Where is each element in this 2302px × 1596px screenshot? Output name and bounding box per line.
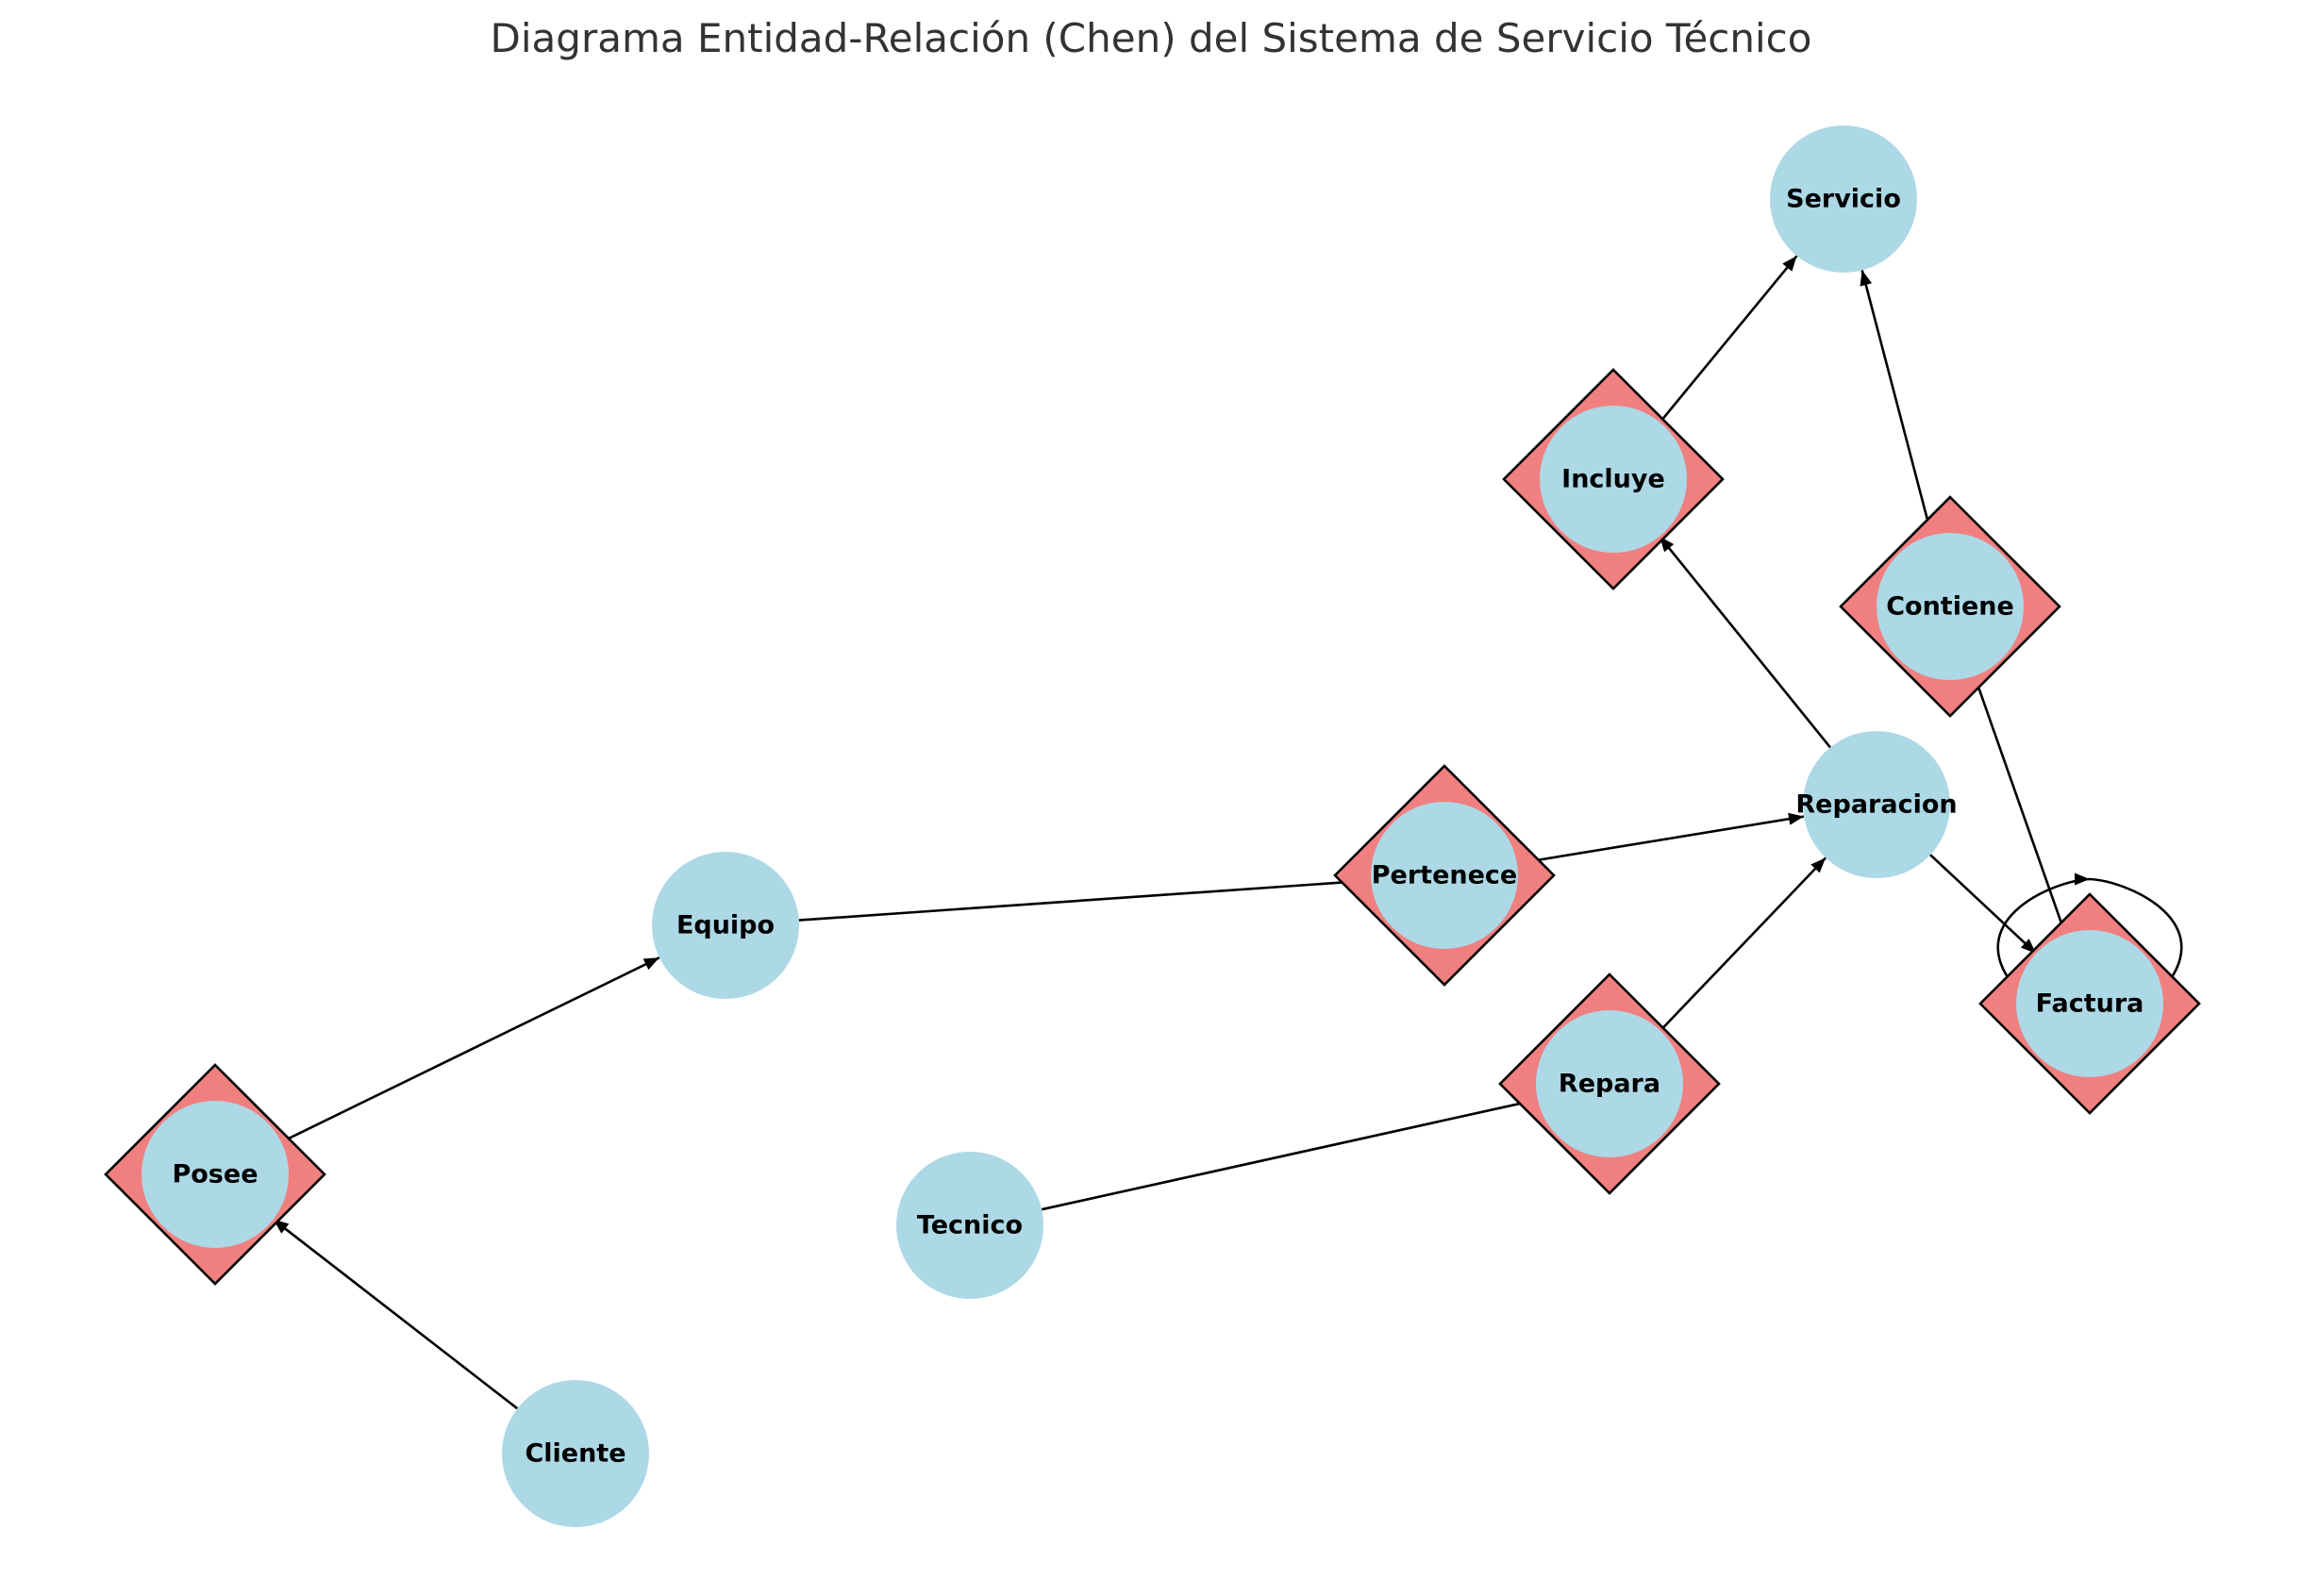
relationship-posee[interactable]: Posee [104, 1063, 326, 1286]
edge-cliente-to-posee [272, 1218, 519, 1410]
relationship-contiene[interactable]: Contiene [1839, 495, 2061, 718]
edge-repara-to-reparacion [1659, 856, 1827, 1032]
node-label: Tecnico [917, 1211, 1023, 1240]
entity-circle [896, 1152, 1043, 1299]
edge-posee-to-equipo [280, 956, 660, 1143]
node-label: Factura [2036, 989, 2144, 1019]
entity-circle [1803, 731, 1950, 878]
edge-repara-to-reparacion-arrowhead [1810, 857, 1827, 873]
relationship-circle [2016, 930, 2163, 1077]
node-label: Pertenece [1372, 861, 1518, 890]
edge-incluye-to-servicio-arrowhead [1782, 256, 1797, 272]
relationship-circle [1877, 533, 2024, 680]
edge-reparacion-to-factura-arrowhead [2020, 939, 2036, 954]
entity-circle [502, 1380, 649, 1527]
edge-pertenece-to-reparacion [1516, 815, 1805, 865]
edge-posee-to-equipo-arrowhead [642, 957, 659, 971]
edge-pertenece-to-reparacion-arrowhead [1788, 812, 1804, 825]
entity-tecnico[interactable]: Tecnico [896, 1152, 1043, 1299]
edge-factura-to-contiene [1973, 675, 2067, 935]
entity-circle [1770, 125, 1917, 273]
node-label: Reparacion [1795, 790, 1957, 820]
relationship-pertenece[interactable]: Pertenece [1333, 764, 1556, 987]
edge-reparacion-to-factura [1929, 854, 2037, 955]
entity-circle [652, 852, 799, 999]
entity-reparacion[interactable]: Reparacion [1795, 731, 1958, 878]
entity-equipo[interactable]: Equipo [652, 852, 799, 999]
node-label: Posee [172, 1160, 258, 1189]
relationship-circle [1371, 802, 1518, 949]
relationship-circle [1536, 1010, 1683, 1157]
nodes-layer: Servicio Reparacion Equipo Tecnico Cliente In… [104, 125, 2201, 1527]
node-label: Equipo [676, 911, 775, 940]
edge-reparacion-to-incluye [1658, 535, 1832, 749]
edges-layer [272, 255, 2183, 1410]
edge-factura-to-factura-arrowhead [2075, 873, 2090, 886]
node-label: Contiene [1886, 592, 2014, 622]
relationship-incluye[interactable]: Incluye [1502, 368, 1725, 590]
entity-servicio[interactable]: Servicio [1770, 125, 1917, 273]
relationship-repara[interactable]: Repara [1498, 973, 1721, 1195]
relationship-factura[interactable]: Factura [1978, 892, 2201, 1115]
node-label: Cliente [525, 1439, 626, 1469]
node-label: Servicio [1786, 185, 1901, 214]
relationship-circle [142, 1101, 289, 1248]
edge-contiene-to-servicio-arrowhead [1860, 270, 1873, 287]
edge-equipo-to-pertenece [798, 879, 1372, 922]
node-label: Incluye [1561, 465, 1665, 494]
edge-tecnico-to-repara [1041, 1098, 1539, 1211]
diagram-title: Diagrama Entidad-Relación (Chen) del Sis… [491, 15, 1812, 61]
node-label: Repara [1559, 1070, 1660, 1099]
edge-contiene-to-servicio [1860, 270, 1933, 536]
entity-cliente[interactable]: Cliente [502, 1380, 649, 1527]
edge-incluye-to-servicio [1659, 255, 1798, 424]
relationship-circle [1540, 406, 1687, 553]
